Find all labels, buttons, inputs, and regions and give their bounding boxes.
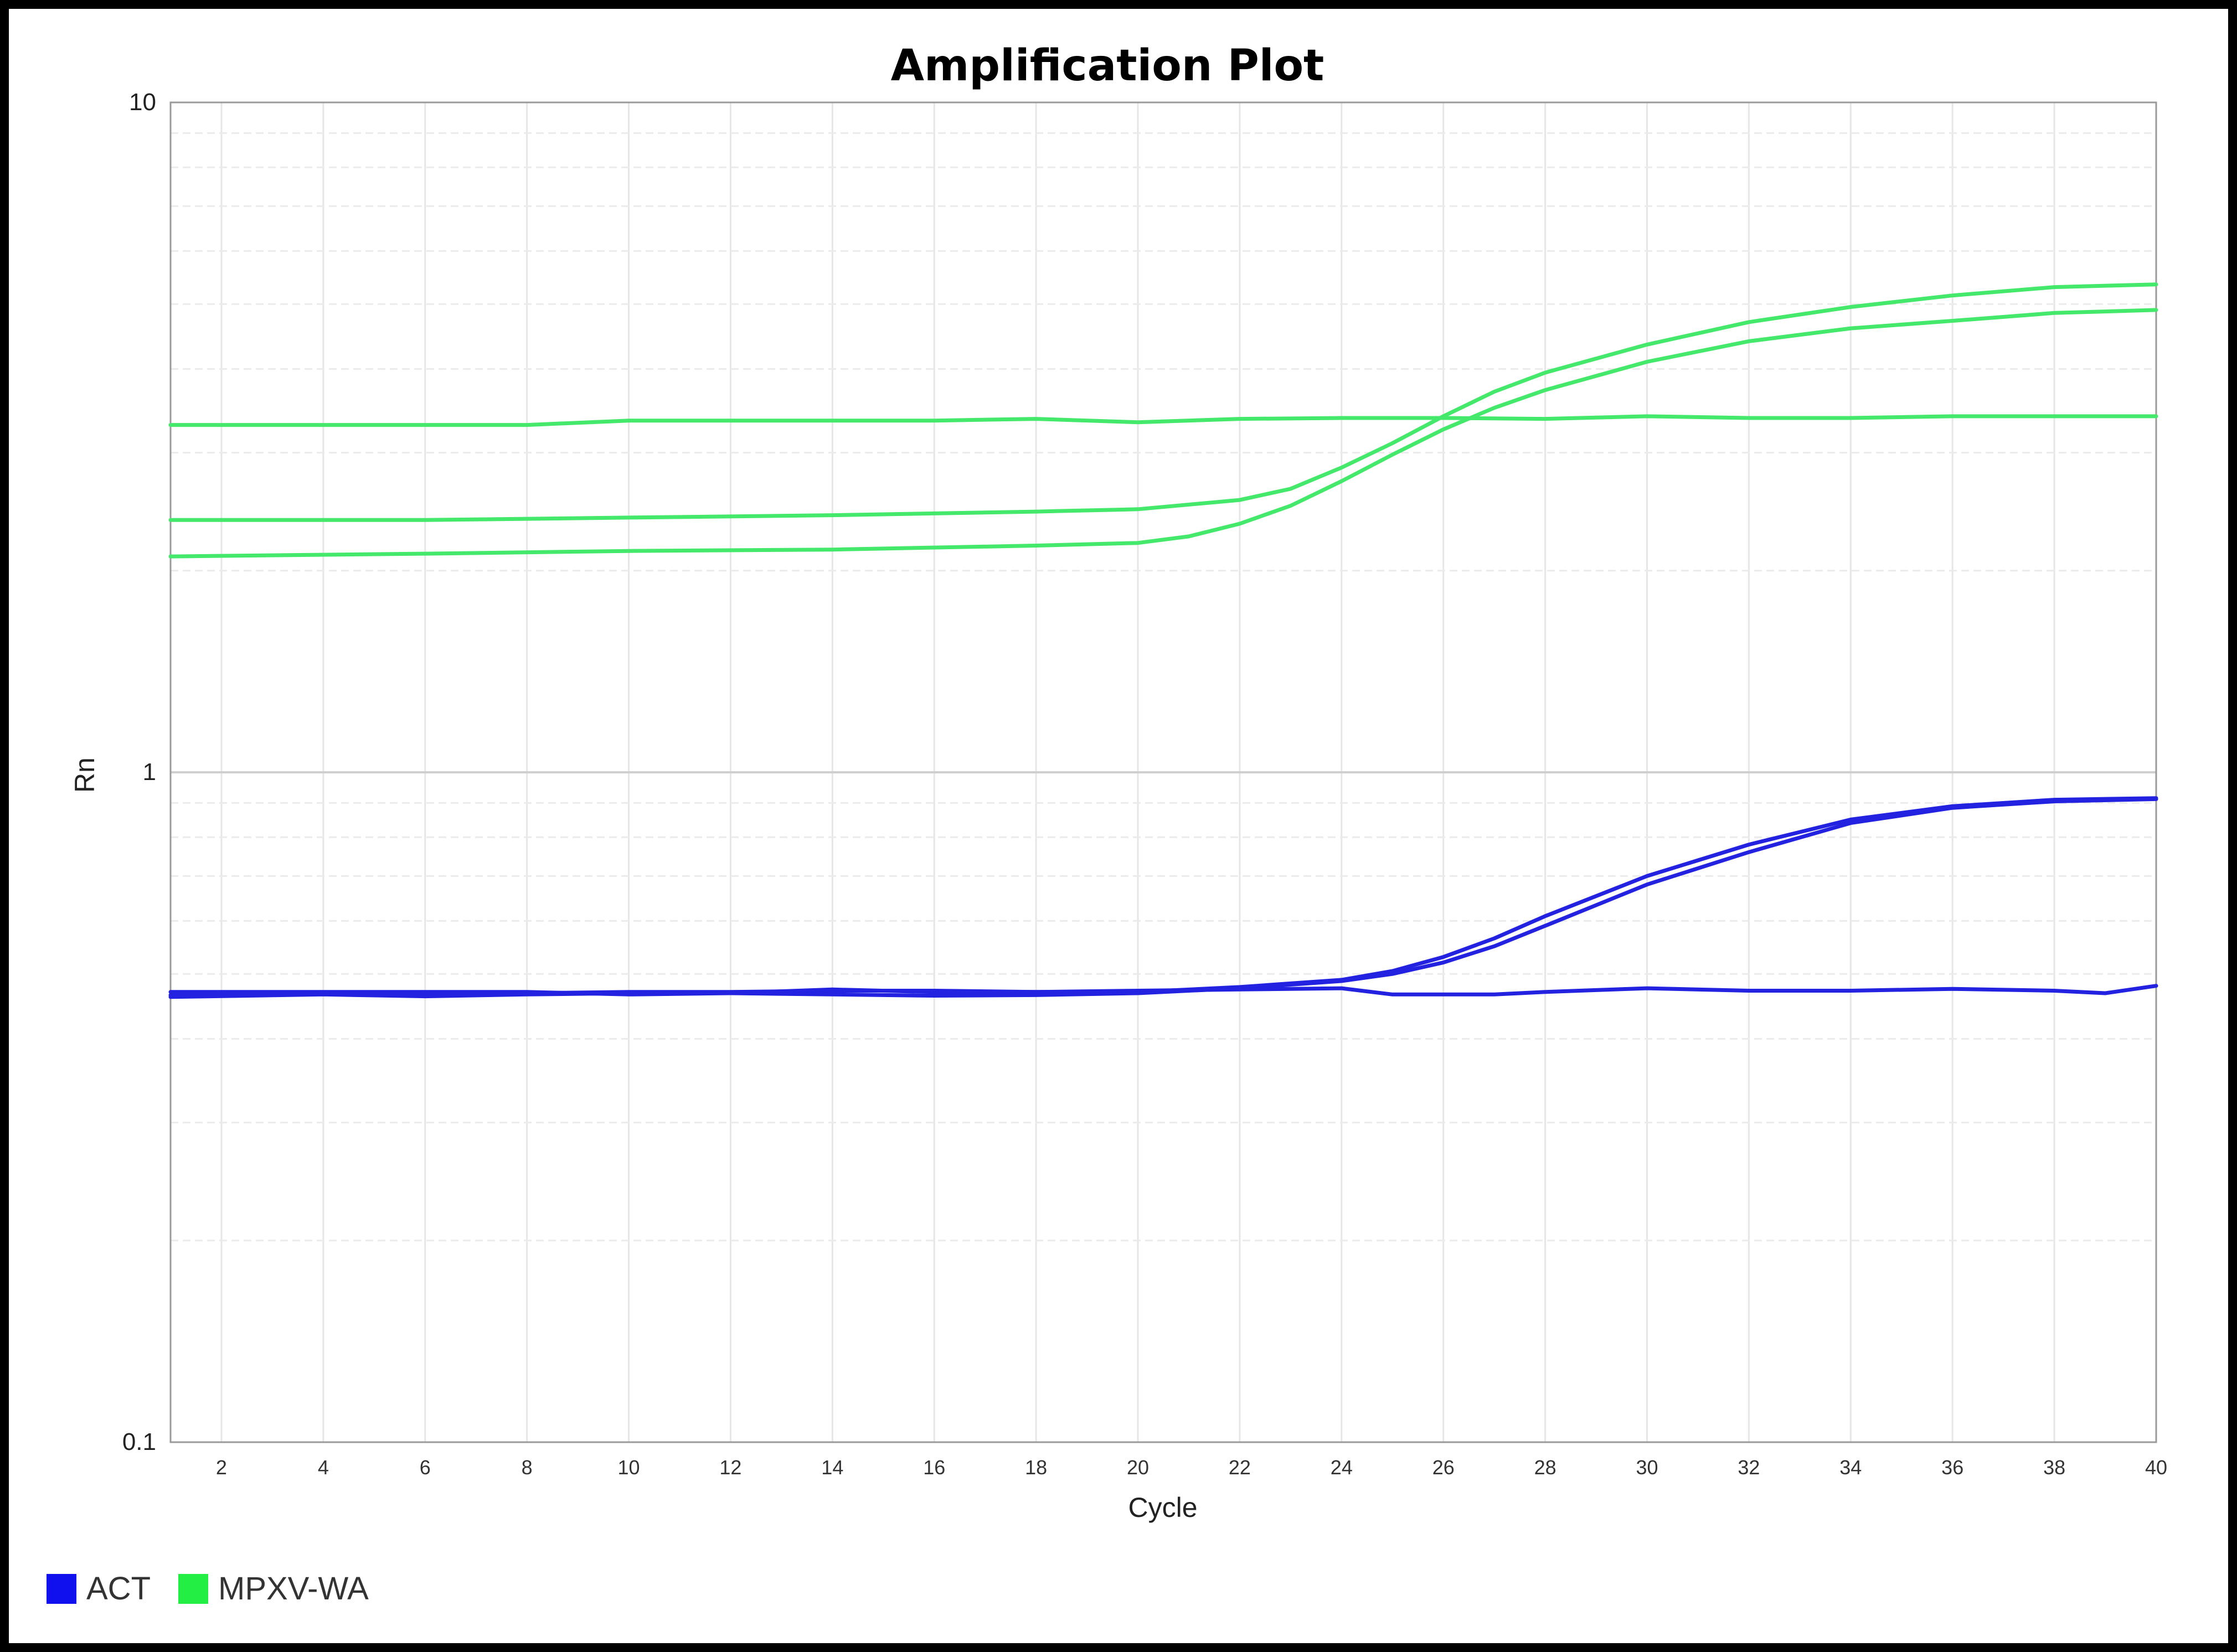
legend-item-act: ACT <box>47 1570 151 1607</box>
y-tick-labels: 10 1 0.1 <box>122 89 156 1455</box>
y-tick-label: 0.1 <box>122 1428 156 1455</box>
grid-lines <box>171 102 2157 1442</box>
x-tick-label: 30 <box>1636 1456 1658 1479</box>
legend-item-mpxv-wa: MPXV-WA <box>178 1570 369 1607</box>
y-axis-label: Rn <box>69 757 100 793</box>
legend: ACT MPXV-WA <box>47 1570 369 1607</box>
series-line-mpxv-wa <box>168 308 2158 559</box>
legend-swatch-mpxv-wa <box>178 1573 208 1604</box>
x-axis-label: Cycle <box>1128 1492 1197 1523</box>
legend-label-mpxv-wa: MPXV-WA <box>218 1571 369 1607</box>
x-tick-label: 24 <box>1331 1456 1353 1479</box>
x-tick-label: 22 <box>1229 1456 1251 1479</box>
x-tick-label: 8 <box>522 1456 533 1479</box>
x-tick-label: 10 <box>618 1456 640 1479</box>
legend-label-act: ACT <box>86 1571 151 1607</box>
x-tick-label: 4 <box>318 1456 329 1479</box>
x-tick-label: 2 <box>216 1456 227 1479</box>
x-tick-label: 6 <box>420 1456 431 1479</box>
x-tick-labels: 2 4 6 8 10 12 14 16 18 20 22 24 26 28 30 32 34 36 38 40 <box>216 1456 2167 1479</box>
x-tick-label: 36 <box>1941 1456 1963 1479</box>
series-line-mpxv-wa <box>168 282 2158 522</box>
x-tick-label: 14 <box>821 1456 843 1479</box>
y-tick-label: 1 <box>143 758 156 786</box>
x-tick-label: 26 <box>1432 1456 1455 1479</box>
x-tick-label: 20 <box>1127 1456 1149 1479</box>
chart-title: Amplification Plot <box>891 41 1324 91</box>
series-layer <box>168 282 2158 999</box>
x-tick-label: 38 <box>2043 1456 2065 1479</box>
x-tick-label: 28 <box>1534 1456 1556 1479</box>
series-line-mpxv-wa <box>168 414 2158 427</box>
x-tick-label: 32 <box>1738 1456 1760 1479</box>
plot-area-border <box>169 101 2157 1443</box>
x-tick-label: 34 <box>1839 1456 1862 1479</box>
x-tick-label: 18 <box>1025 1456 1047 1479</box>
legend-swatch-act <box>47 1573 76 1604</box>
y-tick-label: 10 <box>129 89 156 116</box>
x-tick-label: 16 <box>923 1456 945 1479</box>
series-line-act <box>168 984 2158 997</box>
x-tick-label: 12 <box>719 1456 741 1479</box>
series-line-act <box>168 796 2158 997</box>
series-line-act <box>168 797 2158 999</box>
x-tick-label: 40 <box>2145 1456 2167 1479</box>
